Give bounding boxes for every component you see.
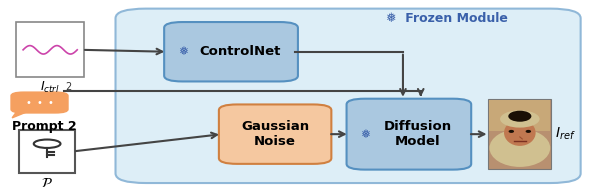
FancyBboxPatch shape — [488, 99, 551, 169]
Ellipse shape — [508, 130, 514, 133]
Text: Gaussian
Noise: Gaussian Noise — [241, 120, 309, 148]
Ellipse shape — [489, 129, 550, 167]
Text: Diffusion
Model: Diffusion Model — [384, 120, 452, 148]
Text: •: • — [47, 98, 54, 108]
Text: ❅: ❅ — [361, 128, 370, 141]
FancyBboxPatch shape — [164, 22, 298, 81]
FancyBboxPatch shape — [19, 130, 75, 173]
Text: ❅: ❅ — [178, 45, 188, 58]
Text: ControlNet: ControlNet — [199, 45, 281, 58]
Polygon shape — [12, 109, 29, 118]
FancyBboxPatch shape — [219, 104, 331, 164]
Text: Prompt 2: Prompt 2 — [12, 120, 77, 133]
Text: $\mathcal{P}$: $\mathcal{P}$ — [41, 176, 53, 190]
Text: $I_{ref}$: $I_{ref}$ — [555, 126, 576, 142]
Text: •: • — [26, 98, 32, 108]
Text: ❅  Frozen Module: ❅ Frozen Module — [386, 12, 508, 26]
Ellipse shape — [500, 110, 540, 128]
FancyBboxPatch shape — [116, 9, 581, 183]
Bar — [489, 100, 550, 131]
Text: $I_{ctrl}$: $I_{ctrl}$ — [40, 80, 60, 95]
Ellipse shape — [504, 120, 536, 146]
FancyBboxPatch shape — [347, 99, 471, 170]
Ellipse shape — [526, 130, 531, 133]
FancyBboxPatch shape — [10, 91, 69, 114]
Text: •: • — [36, 98, 43, 108]
FancyBboxPatch shape — [16, 22, 84, 77]
Ellipse shape — [508, 111, 531, 122]
Text: 2: 2 — [66, 82, 72, 92]
